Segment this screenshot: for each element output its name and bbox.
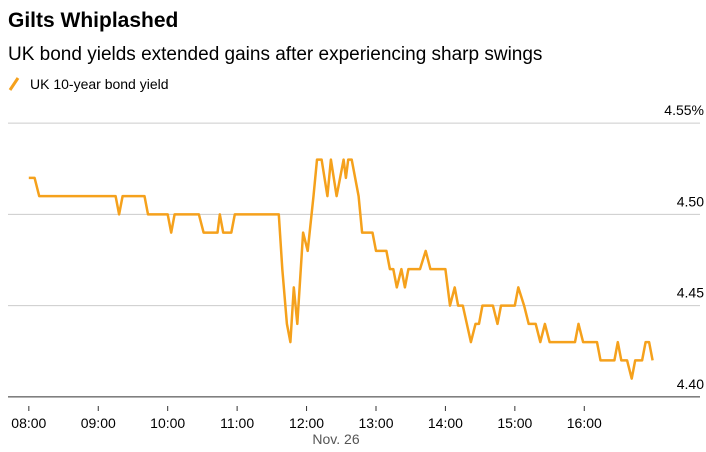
legend-label: UK 10-year bond yield xyxy=(30,76,169,92)
y-tick-label: 4.50 xyxy=(677,193,704,209)
x-tick-label: 16:00 xyxy=(567,415,602,431)
legend-swatch xyxy=(8,77,20,91)
y-tick-label: 4.45 xyxy=(677,285,704,301)
chart-subtitle: UK bond yields extended gains after expe… xyxy=(8,44,542,65)
line-series xyxy=(28,158,654,380)
x-tick-label: 12:00 xyxy=(289,415,324,431)
x-tick-label: 14:00 xyxy=(428,415,463,431)
x-tick-label: 13:00 xyxy=(358,415,393,431)
x-tick-label: 08:00 xyxy=(11,415,46,431)
chart-title: Gilts Whiplashed xyxy=(8,9,178,32)
x-tick-label: 15:00 xyxy=(497,415,532,431)
x-tick-label: 10:00 xyxy=(150,415,185,431)
y-tick-label: 4.55% xyxy=(664,102,704,118)
x-axis-label: Nov. 26 xyxy=(312,431,359,447)
x-tick-label: 11:00 xyxy=(220,415,254,431)
x-tick-label: 09:00 xyxy=(81,415,116,431)
y-tick-label: 4.40 xyxy=(677,376,704,392)
